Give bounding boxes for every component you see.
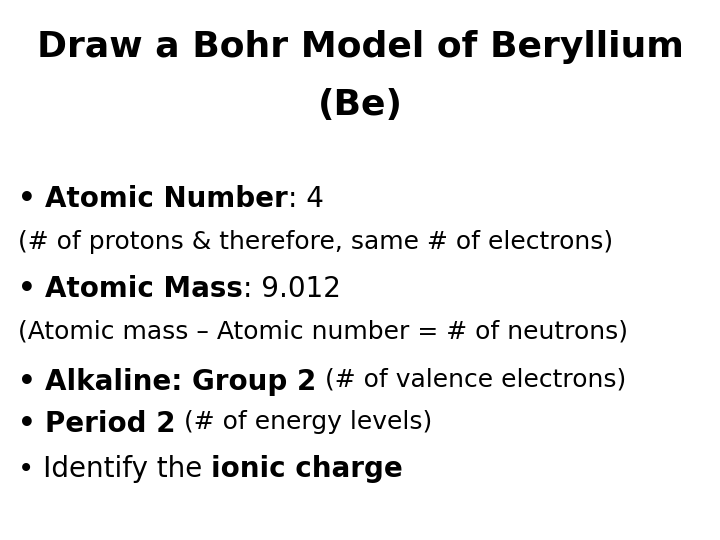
Text: (# of energy levels): (# of energy levels): [176, 410, 432, 434]
Text: ionic charge: ionic charge: [211, 455, 403, 483]
Text: Atomic Mass: Atomic Mass: [45, 275, 243, 303]
Text: Period 2: Period 2: [45, 410, 176, 438]
Text: (Be): (Be): [318, 88, 402, 122]
Text: •: •: [18, 185, 45, 213]
Text: • Identify the: • Identify the: [18, 455, 211, 483]
Text: Draw a Bohr Model of Beryllium: Draw a Bohr Model of Beryllium: [37, 30, 683, 64]
Text: Alkaline: Group 2: Alkaline: Group 2: [45, 368, 317, 396]
Text: (# of protons & therefore, same # of electrons): (# of protons & therefore, same # of ele…: [18, 230, 613, 254]
Text: •: •: [18, 275, 45, 303]
Text: (Atomic mass – Atomic number = # of neutrons): (Atomic mass – Atomic number = # of neut…: [18, 320, 628, 344]
Text: Atomic Number: Atomic Number: [45, 185, 288, 213]
Text: : 4: : 4: [288, 185, 324, 213]
Text: : 9.012: : 9.012: [243, 275, 341, 303]
Text: •: •: [18, 368, 45, 396]
Text: (# of valence electrons): (# of valence electrons): [317, 368, 626, 392]
Text: •: •: [18, 410, 45, 438]
